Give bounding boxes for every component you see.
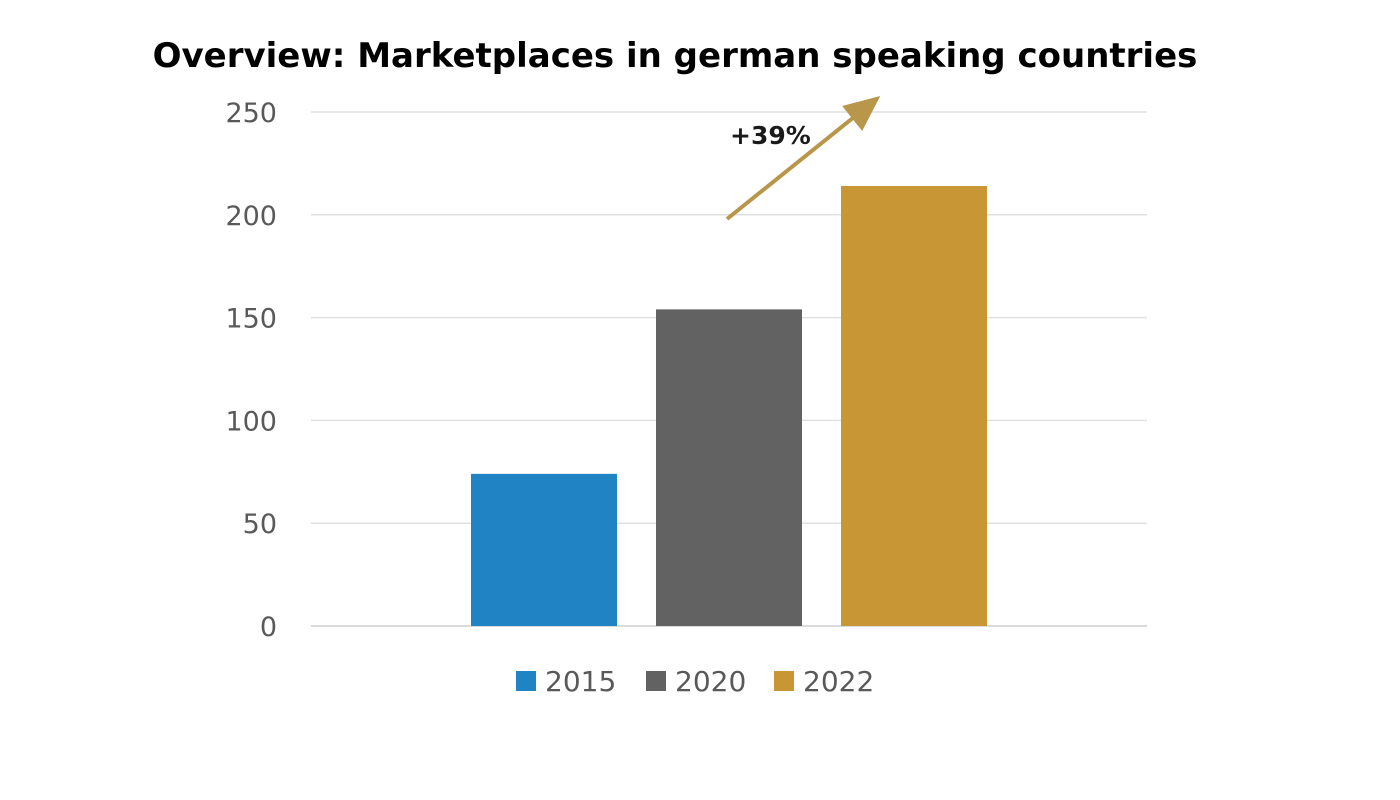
bar-2015 bbox=[471, 473, 617, 626]
y-tick-label: 200 bbox=[225, 201, 277, 232]
y-axis-tick-labels: 0 50 100 150 200 250 bbox=[225, 98, 277, 643]
growth-arrow bbox=[725, 95, 881, 221]
legend-label-2020: 2020 bbox=[675, 665, 746, 698]
y-tick-label: 250 bbox=[225, 98, 277, 129]
y-tick-label: 0 bbox=[260, 612, 277, 643]
legend-swatch-2020 bbox=[646, 671, 666, 691]
bars bbox=[471, 186, 987, 627]
chart-title: Overview: Marketplaces in german speakin… bbox=[152, 36, 1198, 76]
legend-swatch-2015 bbox=[516, 671, 536, 691]
bar-2022 bbox=[841, 186, 987, 627]
legend-swatch-2022 bbox=[774, 671, 794, 691]
legend-label-2015: 2015 bbox=[545, 665, 616, 698]
growth-annotation: +39% bbox=[725, 95, 881, 221]
growth-label: +39% bbox=[730, 121, 811, 150]
y-tick-label: 50 bbox=[243, 509, 277, 540]
y-tick-label: 150 bbox=[225, 304, 277, 335]
bar-2020 bbox=[656, 309, 802, 626]
y-tick-label: 100 bbox=[225, 406, 277, 437]
legend-label-2022: 2022 bbox=[803, 665, 874, 698]
legend: 2015 2020 2022 bbox=[516, 665, 874, 698]
